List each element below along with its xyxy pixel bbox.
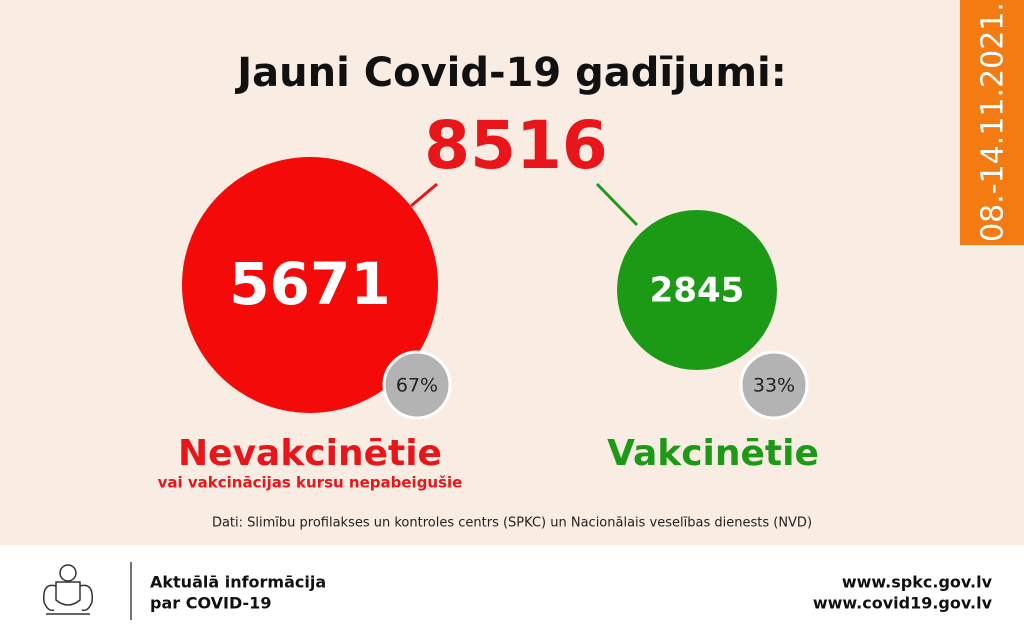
background	[0, 0, 1024, 545]
footer-link[interactable]: www.spkc.gov.lv	[842, 573, 993, 592]
group-sublabel: vai vakcinācijas kursu nepabeigušie	[158, 474, 463, 492]
date-banner	[960, 0, 1024, 245]
total: 8516	[424, 107, 608, 184]
coat-of-arms	[43, 564, 93, 615]
connector	[410, 182, 438, 208]
source: Dati: Slimību profilakses un kontroles c…	[212, 516, 812, 531]
vaccinated-share: 33%	[753, 375, 795, 397]
group-label: Vakcinētie	[607, 433, 819, 474]
title: Jauni Covid-19 gadījumi:	[234, 50, 786, 96]
unvaccinated-value: 5671	[229, 250, 390, 318]
footer-link[interactable]: www.covid19.gov.lv	[813, 594, 993, 613]
share-circle	[739, 350, 809, 420]
connector	[595, 182, 639, 227]
footer-background	[0, 545, 1024, 637]
vaccinated-circle	[617, 210, 777, 370]
date: 08.-14.11.2021.	[976, 2, 1011, 242]
footer-info: par COVID-19	[150, 594, 271, 613]
footer-info: Aktuālā informācija	[150, 573, 326, 592]
vaccinated-value: 2845	[650, 271, 745, 311]
unvaccinated-share: 67%	[396, 375, 438, 397]
group-label: Nevakcinētie	[178, 433, 442, 474]
share-circle	[382, 350, 452, 420]
unvaccinated-circle	[182, 157, 438, 413]
